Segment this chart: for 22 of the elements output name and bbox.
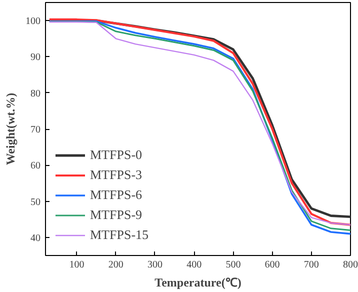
y-tick-label: 50	[30, 196, 40, 208]
y-tick-label: 100	[26, 16, 40, 28]
legend-label: MTFPS-0	[90, 147, 142, 163]
y-tick-label: 90	[30, 52, 40, 64]
x-tick-label: 100	[69, 260, 84, 270]
y-tick-label: 40	[30, 232, 40, 244]
y-tick-label: 60	[30, 160, 40, 172]
x-axis-title: Temperature(℃)	[154, 276, 242, 290]
legend-label: MTFPS-3	[90, 167, 142, 183]
y-tick-label: 70	[30, 124, 40, 136]
y-axis-title: Weight(wt.%)	[4, 92, 18, 166]
x-tick-label: 600	[264, 260, 280, 270]
x-tick-label: 300	[147, 260, 162, 270]
x-tick-label: 500	[226, 260, 241, 270]
x-tick-label: 700	[304, 260, 319, 270]
legend-label: MTFPS-9	[90, 207, 142, 223]
x-tick-label: 400	[186, 260, 202, 270]
y-tick-label: 80	[30, 88, 40, 100]
x-tick-label: 800	[343, 260, 358, 270]
x-tick-label: 200	[108, 260, 124, 270]
legend-label: MTFPS-15	[90, 227, 149, 243]
legend-label: MTFPS-6	[90, 187, 142, 203]
